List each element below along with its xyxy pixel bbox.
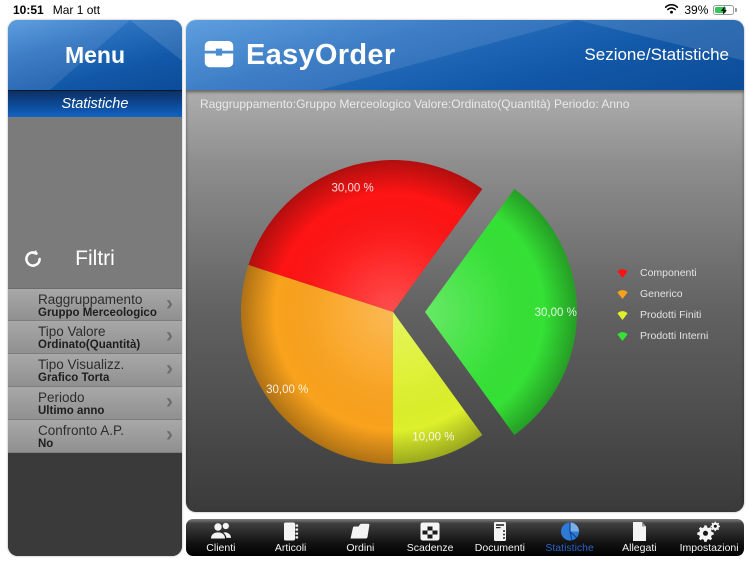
pie-slice-label: 30,00 %: [266, 384, 308, 396]
pie-slice-shade: [241, 265, 393, 464]
filters-header: Filtri: [8, 230, 182, 288]
pie-slice-label: 30,00 %: [535, 307, 577, 319]
notepad-icon: [279, 521, 303, 542]
sidebar-section-bar: Statistiche: [8, 90, 182, 117]
filter-label: Periodo: [38, 390, 85, 405]
legend-wedge-icon: [616, 268, 629, 279]
chart-legend: Componenti Generico Prodotti Finiti Prodott…: [616, 267, 708, 342]
pie-chart: 30,00 % 30,00 % 30,00 % 10,00 %: [241, 160, 577, 464]
filter-label: Raggruppamento: [38, 292, 143, 307]
sidebar-section-label: Statistiche: [61, 95, 129, 112]
legend-label: Prodotti Interni: [640, 330, 709, 342]
status-time: 10:51: [13, 3, 44, 17]
chevron-right-icon: ›: [166, 323, 173, 347]
sidebar-panel: Menu Statistiche Filtri Raggruppamento Gr…: [8, 20, 182, 556]
legend-item-generico: Generico: [616, 288, 708, 300]
main-header: EasyOrder Sezione/Statistiche: [186, 20, 744, 90]
filter-row-confronto-a-p[interactable]: Confronto A.P. No ›: [8, 420, 182, 453]
gears-icon: [696, 521, 722, 542]
tab-label: Clienti: [206, 542, 236, 554]
chevron-right-icon: ›: [166, 356, 173, 380]
filter-value: Ordinato(Quantità): [38, 339, 141, 351]
app-name: EasyOrder: [246, 38, 396, 71]
briefcase-icon: [201, 37, 237, 74]
filter-value: Gruppo Merceologico: [38, 307, 157, 319]
pie-chart-icon: [558, 521, 582, 542]
sidebar-spacer: [8, 117, 182, 230]
tab-statistiche[interactable]: Statistiche: [535, 519, 605, 556]
status-bar: 10:51 Mar 1 ott 39%: [0, 0, 750, 20]
status-date: Mar 1 ott: [52, 3, 101, 17]
legend-label: Prodotti Finiti: [640, 309, 702, 321]
refresh-icon[interactable]: [23, 249, 43, 269]
chart-area: Raggruppamento:Gruppo Merceologico Valor…: [186, 90, 744, 512]
filter-row-tipo-valore[interactable]: Tipo Valore Ordinato(Quantità) ›: [8, 321, 182, 354]
tab-documenti[interactable]: Documenti: [465, 519, 535, 556]
tab-articoli[interactable]: Articoli: [256, 519, 326, 556]
legend-item-prodotti-finiti: Prodotti Finiti: [616, 309, 708, 321]
tab-allegati[interactable]: Allegati: [605, 519, 675, 556]
legend-label: Componenti: [640, 267, 697, 279]
app-logo: EasyOrder: [201, 37, 395, 74]
pie-slice-shade: [248, 160, 483, 312]
filter-row-periodo[interactable]: Periodo Ultimo anno ›: [8, 387, 182, 420]
tab-clienti[interactable]: Clienti: [186, 519, 256, 556]
tab-label: Ordini: [346, 542, 375, 554]
tab-impostazioni[interactable]: Impostazioni: [674, 519, 744, 556]
filter-label: Tipo Valore: [38, 324, 106, 339]
tab-ordini[interactable]: Ordini: [326, 519, 396, 556]
tab-label: Allegati: [622, 542, 657, 554]
tab-bar: Clienti Articoli Ordini Scadenze Documenti St…: [186, 519, 744, 556]
chevron-right-icon: ›: [166, 291, 173, 315]
filter-label: Tipo Visualizz.: [38, 357, 125, 372]
pie-slice-label: 30,00 %: [331, 183, 373, 195]
calendar-icon: [418, 521, 442, 542]
document-icon: [488, 521, 512, 542]
filter-row-tipo-visualizz[interactable]: Tipo Visualizz. Grafico Torta ›: [8, 354, 182, 387]
page-title: Sezione/Statistiche: [584, 45, 729, 64]
legend-item-componenti: Componenti: [616, 267, 708, 279]
filter-value: No: [38, 438, 54, 450]
menu-title: Menu: [64, 41, 126, 68]
main-panel: EasyOrder Sezione/Statistiche Raggruppam…: [186, 20, 744, 512]
legend-wedge-icon: [616, 289, 629, 300]
filter-value: Grafico Torta: [38, 372, 110, 384]
filter-row-raggruppamento[interactable]: Raggruppamento Gruppo Merceologico ›: [8, 288, 182, 321]
legend-wedge-icon: [616, 310, 629, 321]
menu-header: Menu: [8, 20, 182, 90]
tab-label: Articoli: [274, 542, 307, 554]
legend-label: Generico: [640, 288, 683, 300]
pie-slice-shade: [393, 312, 483, 464]
tab-label: Documenti: [474, 542, 525, 554]
tab-label: Scadenze: [406, 542, 454, 554]
legend-wedge-icon: [616, 331, 629, 342]
tab-label: Impostazioni: [679, 542, 739, 554]
battery-charging-icon: [713, 4, 737, 16]
wifi-icon: [664, 3, 679, 17]
folder-icon: [348, 521, 372, 542]
tab-label: Statistiche: [545, 542, 594, 554]
filters-title: Filtri: [75, 247, 115, 270]
chevron-right-icon: ›: [166, 389, 173, 413]
filter-label: Confronto A.P.: [38, 423, 125, 438]
tab-scadenze[interactable]: Scadenze: [395, 519, 465, 556]
battery-percent: 39%: [684, 3, 709, 17]
filter-list: Raggruppamento Gruppo Merceologico › Tipo V…: [8, 288, 182, 453]
sidebar-footer: [8, 453, 182, 556]
breadcrumb: Raggruppamento:Gruppo Merceologico Valor…: [200, 97, 630, 111]
attachment-icon: [627, 521, 651, 542]
chevron-right-icon: ›: [166, 422, 173, 446]
legend-item-prodotti-interni: Prodotti Interni: [616, 330, 708, 342]
pie-slice-label: 10,00 %: [412, 431, 454, 443]
filter-value: Ultimo anno: [38, 405, 105, 417]
pie-slice-shade: [425, 189, 577, 435]
people-icon: [209, 521, 233, 542]
